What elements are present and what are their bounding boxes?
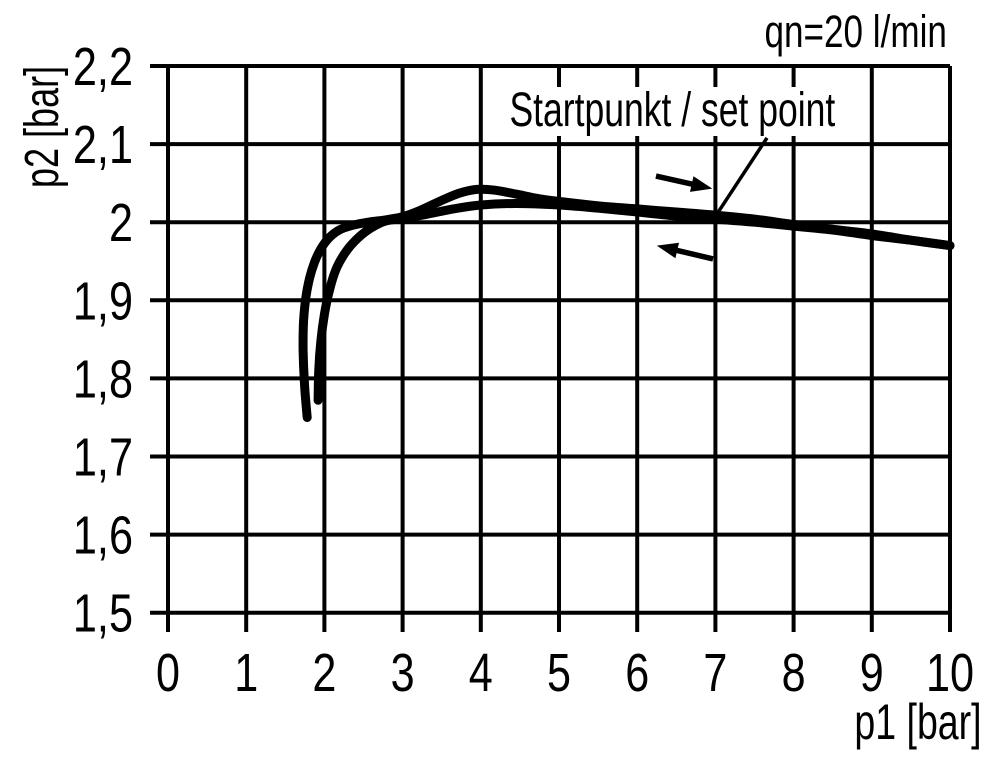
x-tick-label: 3 (391, 643, 415, 703)
x-tick-label: 4 (469, 643, 493, 703)
direction-arrow-right-head (690, 176, 713, 192)
direction-arrow-left-shaft (672, 246, 714, 262)
y-tick-label: 1,8 (73, 349, 133, 409)
set-point-leader-line (716, 136, 769, 214)
y-tick-label: 1,7 (73, 428, 133, 488)
y-tick-label: 2,2 (73, 37, 133, 97)
x-tick-label: 1 (234, 643, 258, 703)
x-tick-label: 6 (625, 643, 649, 703)
set-point-label: Startpunkt / set point (505, 86, 840, 136)
x-tick-label: 0 (156, 643, 180, 703)
y-tick-label: 1,6 (73, 506, 133, 566)
direction-arrow-left-head (656, 242, 679, 259)
y-tick-label: 2 (109, 193, 133, 253)
x-tick-label: 8 (782, 643, 806, 703)
curve-pressure-falling (313, 199, 955, 405)
direction-arrow-right-shaft (655, 173, 697, 188)
x-tick-label: 7 (703, 643, 727, 703)
flow-rate-annotation: qn=20 l/min (764, 6, 947, 57)
x-axis-title: p1 [bar] (854, 694, 982, 750)
y-tick-label: 1,5 (73, 584, 133, 644)
y-axis-title: p2 [bar] (16, 65, 69, 188)
x-tick-label: 5 (547, 643, 571, 703)
x-tick-label: 2 (312, 643, 336, 703)
x-tick-label: 10 (926, 643, 974, 703)
y-tick-label: 1,9 (73, 271, 133, 331)
y-tick-label: 2,1 (73, 115, 133, 175)
x-tick-label: 9 (860, 643, 884, 703)
